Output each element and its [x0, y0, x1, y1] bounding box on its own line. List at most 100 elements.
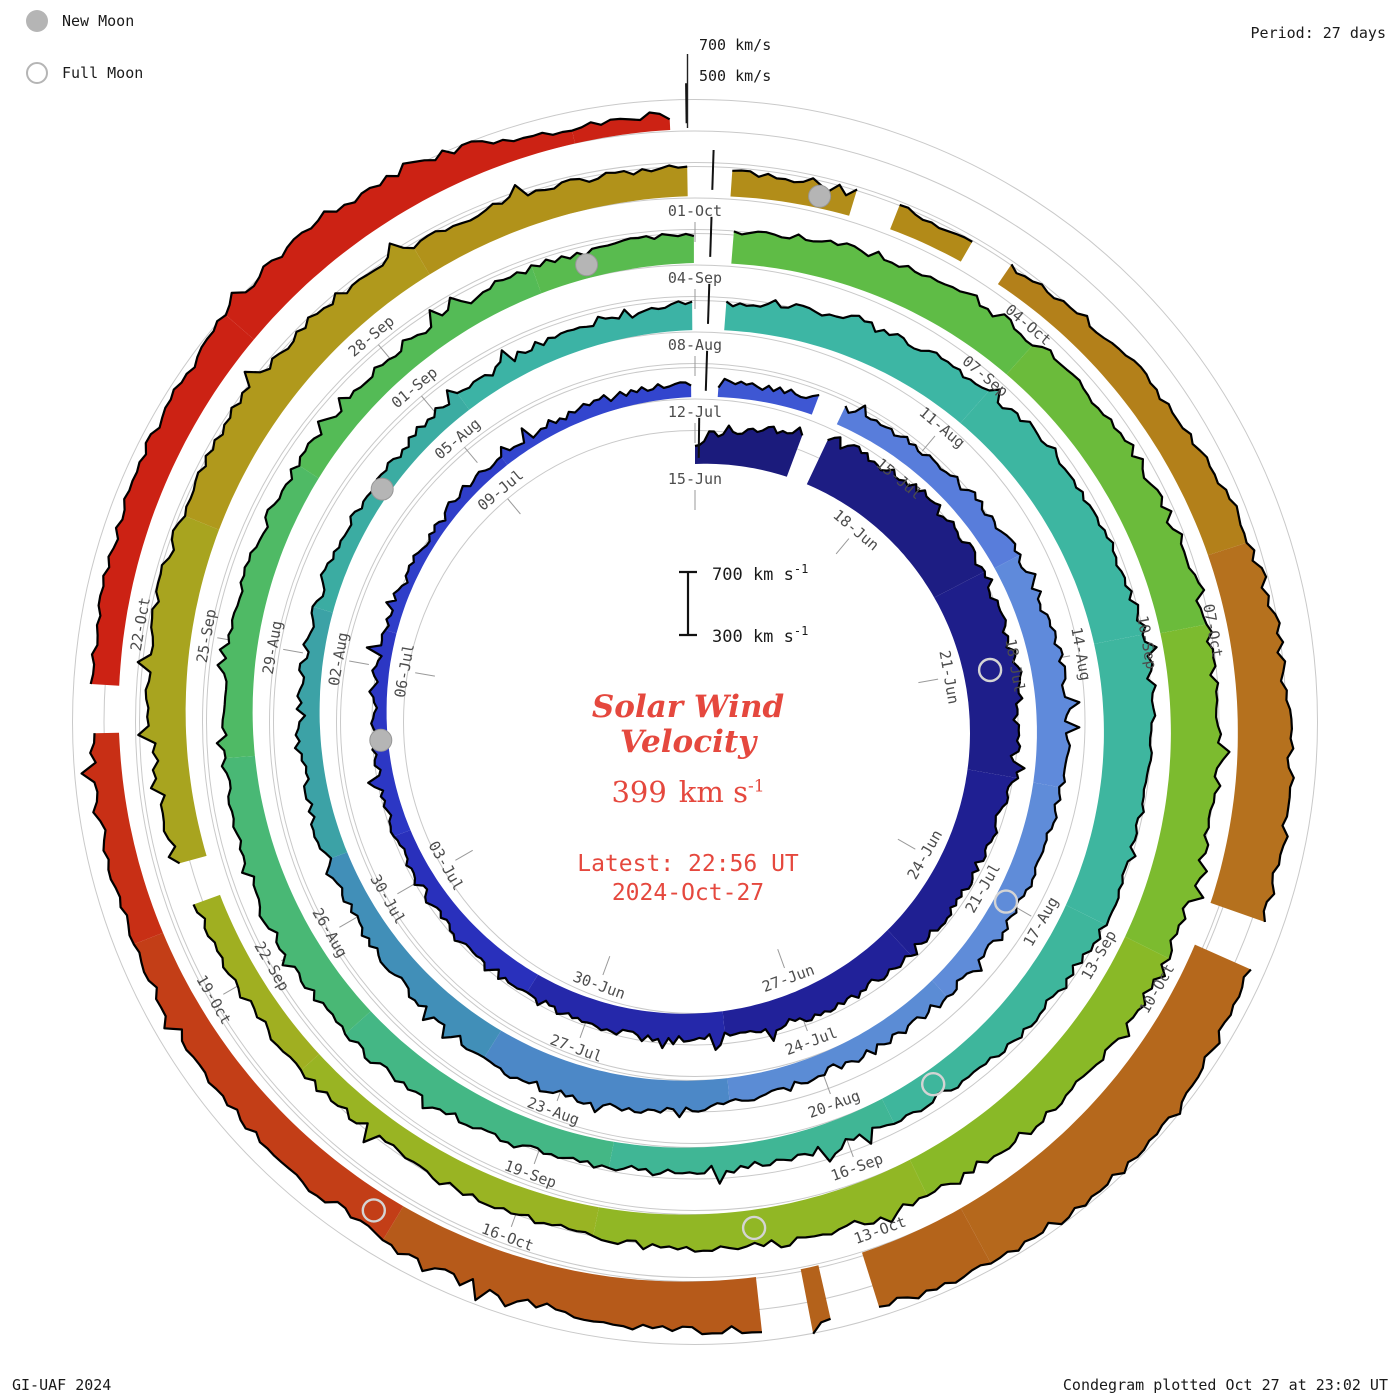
- band-segment: [295, 606, 348, 859]
- velocity-curve: [80, 111, 1295, 1336]
- date-label: 29-Aug: [259, 619, 286, 675]
- band-segment: [695, 425, 803, 477]
- band-segment: [133, 932, 404, 1241]
- band-segment: [932, 782, 1061, 997]
- band-segment: [862, 1208, 991, 1307]
- velocity-trace: [878, 968, 1252, 1308]
- band-segment: [326, 852, 502, 1058]
- date-label: 15-Jun: [668, 470, 722, 488]
- band-segment: [81, 732, 163, 945]
- band-segment: [836, 405, 1021, 569]
- full-moon-marker: [921, 1071, 946, 1097]
- band-segment: [909, 936, 1170, 1196]
- latest-date-label: 2024-Oct-27: [611, 880, 765, 907]
- band-segment: [193, 894, 320, 1071]
- velocity-trace: [80, 733, 763, 1336]
- band-segment: [717, 378, 820, 415]
- velocity-trace: [899, 203, 973, 243]
- band-segment: [960, 944, 1251, 1264]
- scale-bar-top-label: 700 km s-1: [712, 562, 808, 585]
- band-segment: [890, 204, 973, 262]
- outer-scale-label: 700 km/s: [699, 36, 771, 54]
- scale-bar-bottom-label: 300 km s-1: [712, 624, 808, 647]
- full-moon-marker: [361, 1198, 386, 1223]
- moon-markers: [361, 184, 1019, 1241]
- band-segment: [301, 1054, 599, 1237]
- velocity-trace: [192, 230, 1231, 1253]
- band-segment: [385, 456, 508, 634]
- center-annotation: Solar Wind Velocity 399 km s-1 Latest: 22…: [458, 690, 918, 907]
- band-segment: [501, 382, 692, 465]
- band-segment: [1065, 634, 1157, 926]
- band-segment: [1006, 345, 1207, 634]
- velocity-trace: [1010, 263, 1295, 923]
- new-moon-legend-row: New Moon: [26, 10, 143, 32]
- new-moon-marker: [369, 728, 393, 752]
- date-label: 04-Sep: [668, 269, 722, 287]
- full-moon-marker: [993, 889, 1019, 914]
- velocity-band: [81, 112, 1294, 1335]
- date-label: 21-Jun: [935, 649, 962, 705]
- band-segment: [730, 170, 858, 216]
- date-label: 02-Aug: [325, 631, 352, 687]
- full-moon-icon: [26, 62, 48, 84]
- band-segment: [312, 390, 470, 613]
- band-segment: [137, 516, 219, 864]
- new-moon-marker: [808, 184, 832, 208]
- full-moon-marker: [977, 657, 1003, 683]
- new-moon-icon: [26, 10, 48, 32]
- velocity-trace: [215, 232, 1158, 1185]
- date-label: 06-Jul: [391, 643, 418, 699]
- period-label: Period: 27 days: [1250, 24, 1386, 42]
- band-segment: [345, 1011, 614, 1168]
- outer-scale-pointers: 700 km/s 500 km/s: [686, 36, 771, 128]
- velocity-trace: [365, 381, 1026, 1051]
- band-segment: [806, 437, 985, 598]
- full-moon-legend-row: Full Moon: [26, 62, 143, 84]
- date-label: 01-Oct: [668, 202, 722, 220]
- band-segment: [457, 301, 693, 410]
- band-segment: [608, 1098, 895, 1184]
- velocity-trace: [136, 164, 688, 865]
- center-scale-bar: 700 km s-1 300 km s-1: [679, 562, 808, 647]
- band-segment: [960, 389, 1146, 644]
- moon-legend: New Moon Full Moon: [26, 10, 143, 114]
- chart-title: Solar Wind Velocity: [458, 690, 918, 759]
- band-segment: [724, 300, 990, 424]
- band-segment: [997, 264, 1247, 556]
- inner-scale-label: 500 km/s: [699, 67, 771, 85]
- velocity-trace: [732, 169, 858, 197]
- full-moon-label: Full Moon: [62, 64, 144, 82]
- band-segment: [299, 265, 542, 479]
- credit-label: GI-UAF 2024: [12, 1376, 112, 1394]
- band-segment: [527, 974, 725, 1050]
- band-segment: [393, 830, 538, 993]
- chart-title-line1: Solar Wind: [591, 689, 785, 725]
- band-segment: [572, 112, 671, 144]
- band-segment: [382, 1206, 762, 1335]
- band-segment: [90, 315, 254, 686]
- date-label: 14-Aug: [1067, 626, 1094, 682]
- velocity-trace: [717, 377, 820, 400]
- band-segment: [1125, 624, 1230, 959]
- band-segment: [225, 130, 575, 340]
- latest-time-label: Latest: 22:56 UT: [577, 851, 799, 878]
- band-segment: [722, 930, 912, 1041]
- period-boundary-ticks: [685, 83, 715, 458]
- band-segment: [221, 755, 371, 1035]
- new-moon-marker: [575, 253, 599, 277]
- new-moon-label: New Moon: [62, 12, 135, 30]
- band-segment: [731, 231, 1033, 375]
- velocity-trace: [89, 111, 671, 685]
- date-label: 08-Aug: [668, 336, 722, 354]
- velocity-trace: [694, 424, 804, 448]
- band-segment: [414, 165, 688, 275]
- date-label: 12-Jul: [668, 403, 722, 421]
- chart-title-line2: Velocity: [619, 723, 757, 760]
- band-segment: [800, 1265, 831, 1334]
- band-segment: [1208, 542, 1294, 922]
- band-segment: [994, 554, 1080, 788]
- band-segment: [531, 233, 694, 294]
- date-label: 25-Sep: [193, 608, 220, 664]
